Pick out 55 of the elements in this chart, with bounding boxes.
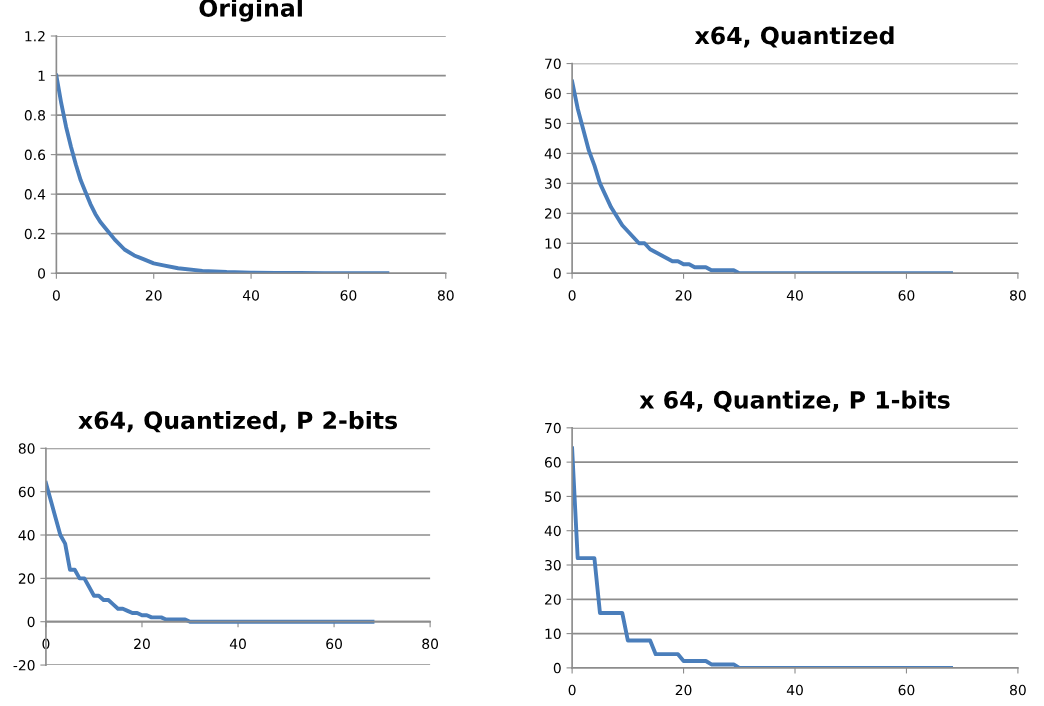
y-tick-label: 1.2 xyxy=(25,30,45,42)
y-tick-label: 1 xyxy=(38,70,45,81)
y-tick-label: 40 xyxy=(18,529,35,541)
x-tick-label: 40 xyxy=(786,290,803,301)
x-tick-label: 0 xyxy=(568,290,576,301)
x-tick-label: 60 xyxy=(326,638,342,650)
x-tick-label: 40 xyxy=(786,684,803,696)
y-tick-label: 40 xyxy=(544,525,561,537)
y-tick-label: 60 xyxy=(18,486,35,498)
x-tick-label: 40 xyxy=(242,290,259,301)
x-tick-label: 20 xyxy=(145,290,162,301)
x-tick-label: 20 xyxy=(675,290,692,301)
line-series xyxy=(572,446,953,668)
chart-title: x64, Quantized xyxy=(694,26,894,48)
chart-title: x64, Quantized, P 2-bits xyxy=(78,410,398,433)
y-tick-label: 20 xyxy=(545,208,561,219)
x-tick-label: 0 xyxy=(52,290,60,301)
y-tick-label: 0.4 xyxy=(24,189,46,200)
y-tick-label: 80 xyxy=(18,443,35,454)
y-tick-label: 60 xyxy=(544,457,561,468)
y-tick-label: 30 xyxy=(545,559,561,571)
y-tick-label: 10 xyxy=(545,628,561,640)
x-tick-label: 80 xyxy=(1010,684,1026,696)
line-series xyxy=(56,73,390,274)
y-tick-label: 20 xyxy=(18,573,35,584)
y-tick-label: 50 xyxy=(545,118,561,129)
y-tick-label: 50 xyxy=(545,491,561,502)
y-tick-label: 60 xyxy=(544,88,561,99)
x-tick-label: 60 xyxy=(340,290,357,301)
y-tick-label: 30 xyxy=(545,178,561,189)
y-tick-label: 0 xyxy=(38,268,46,279)
line-series xyxy=(572,79,953,274)
x-tick-label: 20 xyxy=(134,638,150,650)
y-tick-label: 0 xyxy=(27,616,35,628)
y-tick-label: 20 xyxy=(545,594,561,605)
y-tick-label: 0.2 xyxy=(24,228,45,240)
y-tick-label: 40 xyxy=(544,148,561,159)
y-tick-label: 0 xyxy=(553,662,561,674)
y-tick-label: -20 xyxy=(13,660,35,671)
x-tick-label: 20 xyxy=(675,684,692,696)
x-tick-label: 0 xyxy=(568,684,576,696)
x-tick-label: 80 xyxy=(422,638,439,650)
x-tick-label: 60 xyxy=(898,290,915,301)
x-tick-label: 40 xyxy=(229,638,246,650)
x-tick-label: 60 xyxy=(898,684,915,696)
y-tick-label: 70 xyxy=(545,422,561,434)
x-tick-label: 80 xyxy=(1010,290,1026,301)
line-series xyxy=(45,481,375,624)
x-tick-label: 80 xyxy=(437,290,454,301)
y-tick-label: 0.8 xyxy=(24,110,46,121)
y-tick-label: 70 xyxy=(545,58,561,70)
y-tick-label: 0.6 xyxy=(24,149,46,161)
chart-title: x 64, Quantize, P 1-bits xyxy=(639,390,950,412)
y-tick-label: 10 xyxy=(545,238,561,249)
y-tick-label: 0 xyxy=(553,268,561,279)
